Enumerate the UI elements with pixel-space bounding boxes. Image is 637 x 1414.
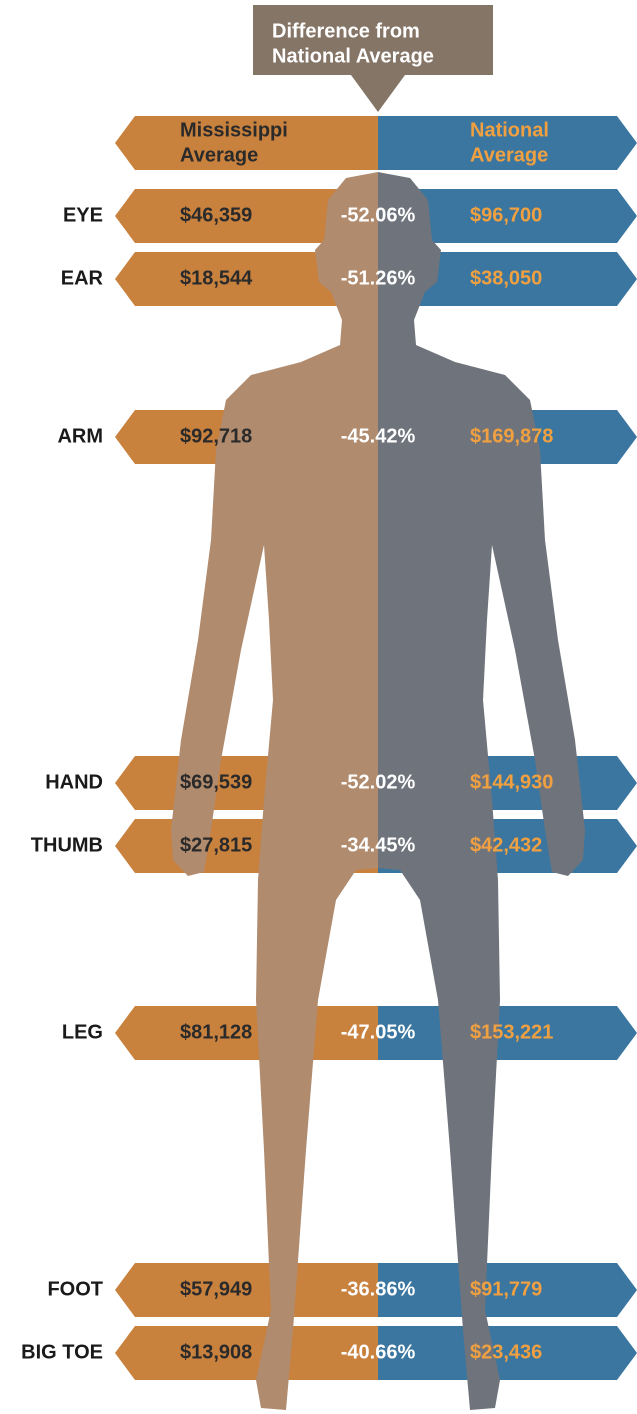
- state-value: $46,359: [180, 204, 252, 226]
- row-label: ARM: [57, 425, 103, 447]
- difference-value: -36.86%: [341, 1278, 416, 1300]
- difference-value: -34.45%: [341, 834, 416, 856]
- difference-value: -52.06%: [341, 204, 416, 226]
- difference-value: -51.26%: [341, 267, 416, 289]
- difference-value: -52.02%: [341, 771, 416, 793]
- state-value: $81,128: [180, 1021, 252, 1043]
- row-label: LEG: [62, 1021, 103, 1043]
- infographic: Difference from National Average Mississip…: [0, 0, 637, 1414]
- page: {"header": {"lines": ["Difference from",…: [0, 0, 637, 1414]
- column-header: Average: [470, 144, 548, 166]
- row-label: HAND: [45, 771, 103, 793]
- state-value: $69,539: [180, 771, 252, 793]
- national-value: $144,930: [470, 771, 553, 793]
- state-value: $92,718: [180, 425, 252, 447]
- national-value: $153,221: [470, 1021, 553, 1043]
- row-label: EAR: [61, 267, 104, 289]
- row-label: EYE: [63, 204, 103, 226]
- column-header: National: [470, 119, 549, 141]
- row-label: BIG TOE: [21, 1341, 103, 1363]
- national-value: $23,436: [470, 1341, 542, 1363]
- header-line: Difference from: [272, 20, 420, 42]
- national-value: $169,878: [470, 425, 553, 447]
- difference-value: -40.66%: [341, 1341, 416, 1363]
- national-value: $96,700: [470, 204, 542, 226]
- row-label: FOOT: [47, 1278, 103, 1300]
- national-value: $38,050: [470, 267, 542, 289]
- state-value: $13,908: [180, 1341, 252, 1363]
- state-value: $57,949: [180, 1278, 252, 1300]
- difference-value: -45.42%: [341, 425, 416, 447]
- row-label: THUMB: [31, 834, 103, 856]
- difference-value: -47.05%: [341, 1021, 416, 1043]
- national-value: $42,432: [470, 834, 542, 856]
- column-header: Mississippi: [180, 119, 288, 141]
- header-line: National Average: [272, 45, 434, 67]
- national-value: $91,779: [470, 1278, 542, 1300]
- state-value: $27,815: [180, 834, 252, 856]
- state-value: $18,544: [180, 267, 253, 289]
- column-header: Average: [180, 144, 258, 166]
